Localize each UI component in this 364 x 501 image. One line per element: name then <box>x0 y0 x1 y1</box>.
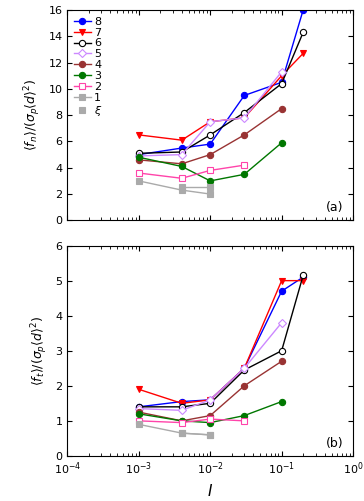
Legend: 8, 7, 6, 5, 4, 3, 2, 1, $\xi$: 8, 7, 6, 5, 4, 3, 2, 1, $\xi$ <box>73 16 103 119</box>
X-axis label: $I$: $I$ <box>207 483 213 499</box>
Text: (b): (b) <box>325 436 343 449</box>
Y-axis label: $\langle f_n \rangle/(\sigma_p\langle d\rangle^2)$: $\langle f_n \rangle/(\sigma_p\langle d\… <box>22 79 43 151</box>
Y-axis label: $\langle f_t \rangle/(\sigma_p\langle d\rangle^2)$: $\langle f_t \rangle/(\sigma_p\langle d\… <box>29 316 50 386</box>
Text: (a): (a) <box>325 201 343 214</box>
